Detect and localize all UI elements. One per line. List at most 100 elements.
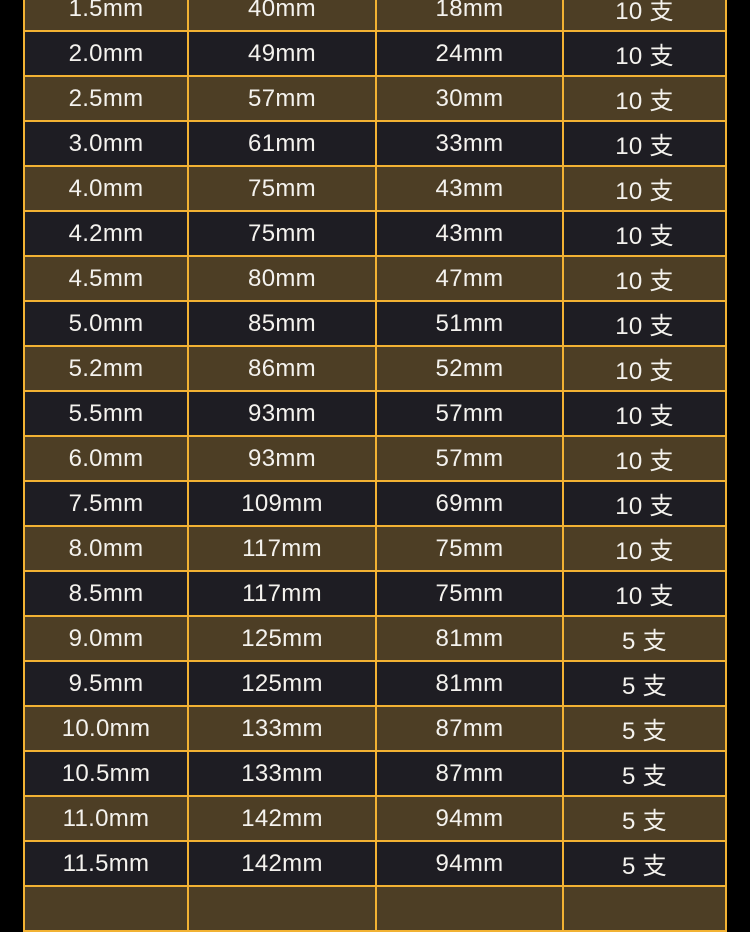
table-cell: 75mm [375, 572, 562, 617]
table-cell: 7.5mm [23, 482, 187, 527]
table-row: 4.0mm 75mm 43mm 10 支 [23, 167, 727, 212]
table-cell: 81mm [375, 617, 562, 662]
table-cell: 5 支 [562, 842, 727, 887]
table-cell: 18mm [375, 0, 562, 32]
table-cell: 8.0mm [23, 527, 187, 572]
table-cell: 10 支 [562, 527, 727, 572]
table-row: 9.5mm 125mm 81mm 5 支 [23, 662, 727, 707]
table-cell: 5 支 [562, 797, 727, 842]
table-cell: 75mm [375, 527, 562, 572]
table-row: 11.5mm 142mm 94mm 5 支 [23, 842, 727, 887]
table-cell: 10 支 [562, 572, 727, 617]
table-cell: 40mm [187, 0, 375, 32]
table-row: 10.5mm 133mm 87mm 5 支 [23, 752, 727, 797]
table-cell: 133mm [187, 752, 375, 797]
table-cell: 142mm [187, 842, 375, 887]
table-cell: 5.5mm [23, 392, 187, 437]
table-cell: 9.5mm [23, 662, 187, 707]
table-cell: 57mm [375, 392, 562, 437]
table-cell: 2.5mm [23, 77, 187, 122]
table-cell: 2.0mm [23, 32, 187, 77]
table-cell: 57mm [375, 437, 562, 482]
table-cell: 10 支 [562, 77, 727, 122]
table-cell: 10.5mm [23, 752, 187, 797]
table-cell: 47mm [375, 257, 562, 302]
table-row: 7.5mm 109mm 69mm 10 支 [23, 482, 727, 527]
table-cell: 94mm [375, 842, 562, 887]
table-cell: 3.0mm [23, 122, 187, 167]
table-cell: 4.0mm [23, 167, 187, 212]
table-cell: 5 支 [562, 662, 727, 707]
table-cell [375, 887, 562, 932]
table-cell: 142mm [187, 797, 375, 842]
table-cell: 10 支 [562, 392, 727, 437]
table-cell [187, 887, 375, 932]
table-cell: 125mm [187, 662, 375, 707]
table-cell: 10 支 [562, 257, 727, 302]
table-cell: 4.2mm [23, 212, 187, 257]
table-cell: 80mm [187, 257, 375, 302]
table-row: 5.0mm 85mm 51mm 10 支 [23, 302, 727, 347]
table-cell: 5 支 [562, 707, 727, 752]
table-cell: 49mm [187, 32, 375, 77]
table-cell: 51mm [375, 302, 562, 347]
table-cell: 117mm [187, 572, 375, 617]
table-cell [23, 887, 187, 932]
table-cell: 85mm [187, 302, 375, 347]
table-cell: 5.0mm [23, 302, 187, 347]
table-row: 11.0mm 142mm 94mm 5 支 [23, 797, 727, 842]
table-cell: 5.2mm [23, 347, 187, 392]
table-cell: 33mm [375, 122, 562, 167]
table-cell: 75mm [187, 167, 375, 212]
table-cell: 11.0mm [23, 797, 187, 842]
table-row: 5.5mm 93mm 57mm 10 支 [23, 392, 727, 437]
table-row: 6.0mm 93mm 57mm 10 支 [23, 437, 727, 482]
table-cell: 24mm [375, 32, 562, 77]
table-cell: 9.0mm [23, 617, 187, 662]
table-row: 10.0mm 133mm 87mm 5 支 [23, 707, 727, 752]
table-cell [562, 887, 727, 932]
table-cell: 133mm [187, 707, 375, 752]
table-cell: 4.5mm [23, 257, 187, 302]
table-cell: 75mm [187, 212, 375, 257]
table-cell: 81mm [375, 662, 562, 707]
table-cell: 117mm [187, 527, 375, 572]
table-cell: 10 支 [562, 212, 727, 257]
table-cell: 5 支 [562, 752, 727, 797]
table-cell: 5 支 [562, 617, 727, 662]
table-cell: 109mm [187, 482, 375, 527]
table-cell: 10 支 [562, 347, 727, 392]
spec-table: 1.5mm 40mm 18mm 10 支 2.0mm 49mm 24mm 10 支 2.5mm 5… [23, 0, 727, 932]
table-cell: 93mm [187, 437, 375, 482]
table-cell: 8.5mm [23, 572, 187, 617]
table-cell: 61mm [187, 122, 375, 167]
table-row: 5.2mm 86mm 52mm 10 支 [23, 347, 727, 392]
table-cell: 86mm [187, 347, 375, 392]
table-cell: 87mm [375, 752, 562, 797]
table-cell: 6.0mm [23, 437, 187, 482]
table-row: 8.0mm 117mm 75mm 10 支 [23, 527, 727, 572]
table-row: 4.2mm 75mm 43mm 10 支 [23, 212, 727, 257]
table-cell: 10.0mm [23, 707, 187, 752]
table-cell: 10 支 [562, 32, 727, 77]
table-row: 1.5mm 40mm 18mm 10 支 [23, 0, 727, 32]
table-cell: 52mm [375, 347, 562, 392]
table-cell: 10 支 [562, 0, 727, 32]
table-cell: 30mm [375, 77, 562, 122]
table-cell: 93mm [187, 392, 375, 437]
table-cell: 11.5mm [23, 842, 187, 887]
table-cell: 43mm [375, 212, 562, 257]
table-cell: 57mm [187, 77, 375, 122]
table-cell: 10 支 [562, 302, 727, 347]
table-cell: 10 支 [562, 437, 727, 482]
table-row: 8.5mm 117mm 75mm 10 支 [23, 572, 727, 617]
table-row [23, 887, 727, 932]
table-cell: 87mm [375, 707, 562, 752]
table-cell: 10 支 [562, 482, 727, 527]
table-cell: 1.5mm [23, 0, 187, 32]
table-row: 2.5mm 57mm 30mm 10 支 [23, 77, 727, 122]
table-row: 9.0mm 125mm 81mm 5 支 [23, 617, 727, 662]
table-row: 4.5mm 80mm 47mm 10 支 [23, 257, 727, 302]
table-cell: 69mm [375, 482, 562, 527]
table-row: 2.0mm 49mm 24mm 10 支 [23, 32, 727, 77]
